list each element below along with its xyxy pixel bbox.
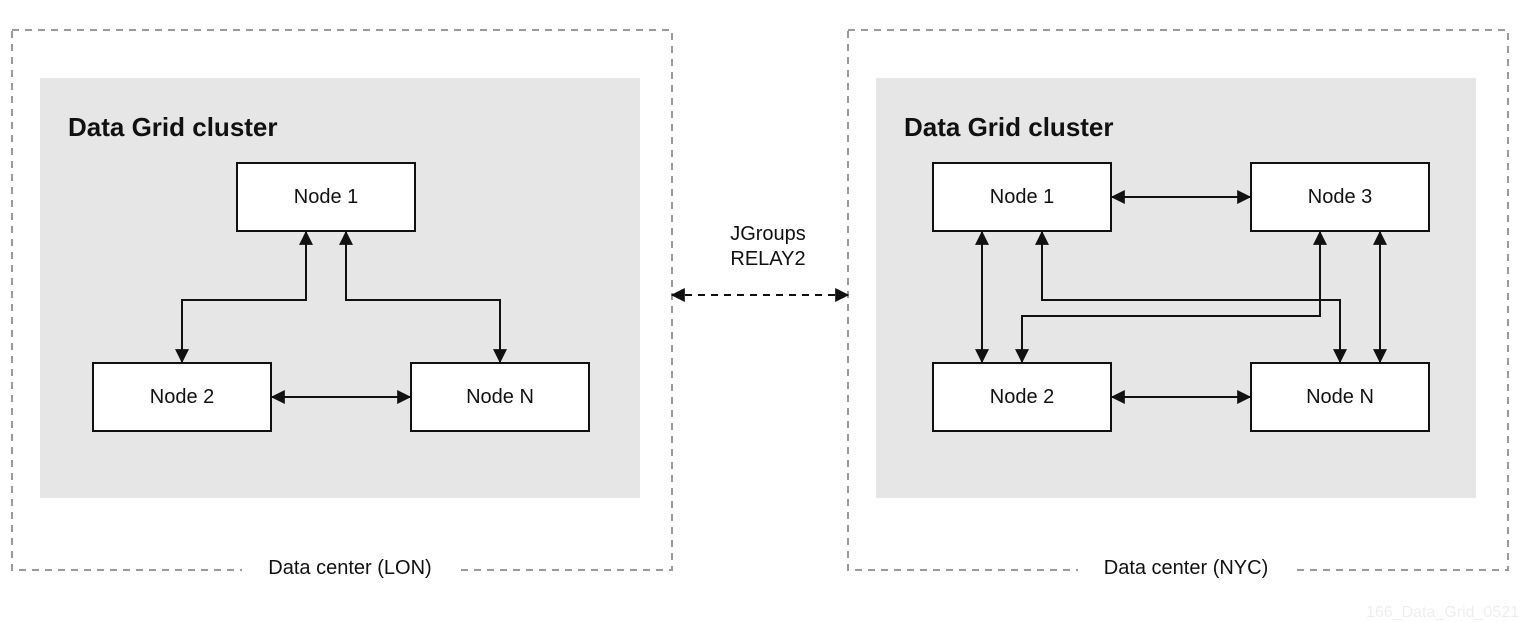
edge-lon_n1_nn <box>346 232 500 362</box>
node-lon_nn: Node N <box>410 362 590 432</box>
datacenter-label-nyc: Data center (NYC) <box>1078 557 1294 580</box>
edge-nyc_n3_n2 <box>1022 232 1320 362</box>
node-lon_n2: Node 2 <box>92 362 272 432</box>
cluster-title-lon: Data Grid cluster <box>68 112 278 143</box>
datacenter-outline-lon <box>12 30 672 570</box>
diagram-canvas: Node 1 Node 2 Node N Node 1 Node 3 Node 2 Node… <box>0 0 1520 616</box>
edge-nyc_n1_nn <box>1042 232 1340 362</box>
relay-label-line1: JGroups <box>730 223 806 245</box>
node-nyc_nn: Node N <box>1250 362 1430 432</box>
node-nyc_n1: Node 1 <box>932 162 1112 232</box>
node-nyc_n2: Node 2 <box>932 362 1112 432</box>
node-nyc_n3: Node 3 <box>1250 162 1430 232</box>
relay-label-line2: RELAY2 <box>730 248 805 270</box>
relay-label: JGroups RELAY2 <box>710 222 826 272</box>
node-lon_n1: Node 1 <box>236 162 416 232</box>
datacenter-label-lon: Data center (LON) <box>242 557 458 580</box>
edge-lon_n1_n2 <box>182 232 306 362</box>
watermark: 166_Data_Grid_0521 <box>1366 604 1519 622</box>
cluster-title-nyc: Data Grid cluster <box>904 112 1114 143</box>
connector-layer <box>0 0 1520 616</box>
